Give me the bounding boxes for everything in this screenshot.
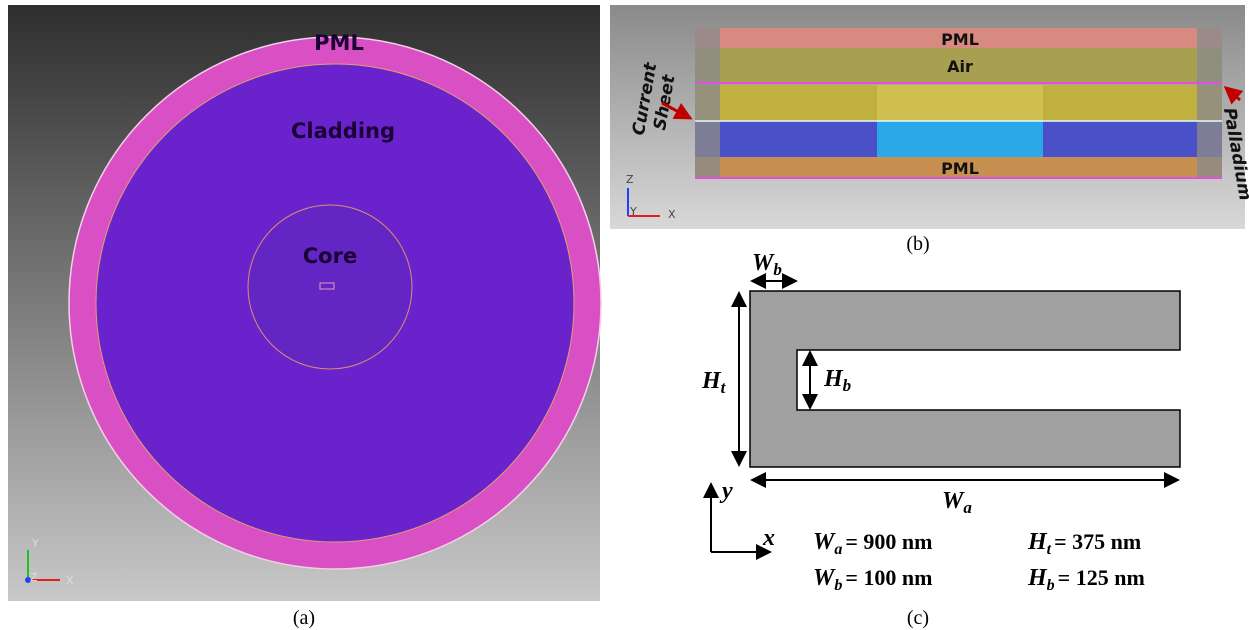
text-part: = 100 nm xyxy=(845,565,932,590)
side-pml xyxy=(1197,28,1222,178)
panel-b: PML Air PML Current Sheet Palladium Z Y … xyxy=(610,5,1249,255)
dimension-label: Hb xyxy=(823,366,851,395)
panel-c: Wb Ht Hb Wa y x Wa= 900 nm Ht= 375 nm Wb… xyxy=(701,250,1180,629)
figure: PML Cladding Core Y Z X (a) PML Air PML … xyxy=(0,0,1249,630)
text-part: b xyxy=(1047,577,1055,594)
text-part: = 375 nm xyxy=(1054,529,1141,554)
label: PML xyxy=(941,30,979,49)
label: Air xyxy=(947,57,973,76)
core xyxy=(248,205,412,369)
equation: Hb= 125 nm xyxy=(1027,565,1145,594)
side-pml xyxy=(695,28,720,178)
axis-label: y xyxy=(719,478,733,504)
axis-label: X xyxy=(66,574,74,587)
u-shape xyxy=(750,291,1180,467)
text-part: t xyxy=(721,378,727,397)
text-part: t xyxy=(1047,541,1052,558)
text-part: H xyxy=(1027,529,1048,555)
axis-label: Y xyxy=(629,205,637,218)
text-part: = 900 nm xyxy=(845,529,932,554)
text-part: a xyxy=(963,498,972,517)
text-part: W xyxy=(942,488,965,514)
equation: Wb= 100 nm xyxy=(813,565,932,594)
text-part: W xyxy=(813,565,836,591)
equation: Wa= 900 nm xyxy=(813,529,932,558)
panel-a: PML Cladding Core Y Z X (a) xyxy=(8,5,601,629)
core-upper xyxy=(877,85,1043,121)
axis-label: X xyxy=(668,208,676,221)
caption: (a) xyxy=(293,607,315,629)
text-part: W xyxy=(752,250,775,276)
dimension-label: Wb xyxy=(752,250,782,279)
text-part: = 125 nm xyxy=(1058,565,1145,590)
axis-label: Z xyxy=(626,173,634,186)
text-part: a xyxy=(834,541,842,558)
axis-label: Z xyxy=(30,571,38,584)
dimension-label: Wa xyxy=(942,488,972,517)
axis-label: Y xyxy=(31,537,39,550)
core-lower xyxy=(877,121,1043,157)
label: Cladding xyxy=(291,119,395,143)
caption: (c) xyxy=(907,607,929,629)
caption: (b) xyxy=(906,233,929,255)
text-part: b xyxy=(843,376,852,395)
text-part: b xyxy=(773,260,782,279)
text-part: H xyxy=(1027,565,1048,591)
label: PML xyxy=(941,159,979,178)
dimension-label: Ht xyxy=(701,368,727,397)
text-part: W xyxy=(813,529,836,555)
axis-label: x xyxy=(762,525,775,551)
label: Core xyxy=(303,244,357,268)
label: PML xyxy=(314,31,364,55)
text-part: H xyxy=(701,368,722,394)
text-part: b xyxy=(834,577,842,594)
equation: Ht= 375 nm xyxy=(1027,529,1141,558)
text-part: H xyxy=(823,366,844,392)
